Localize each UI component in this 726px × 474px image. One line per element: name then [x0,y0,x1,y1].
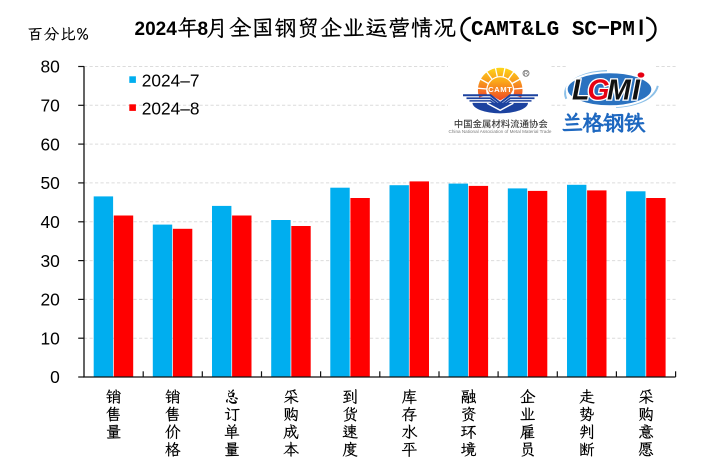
svg-text:80: 80 [40,57,59,77]
svg-text:G: G [588,75,610,107]
svg-text:20: 20 [40,290,59,310]
svg-text:8: 8 [198,19,209,40]
svg-text:30: 30 [40,251,59,271]
svg-text:I: I [632,75,641,107]
svg-text:70: 70 [40,96,59,116]
svg-text:CAMT&LG SC PM: CAMT&LG SC PM [471,19,635,42]
svg-text:2024: 2024 [135,19,178,40]
svg-text:R: R [524,71,529,78]
svg-text:60: 60 [40,134,59,154]
svg-text:M: M [607,75,632,107]
svg-text:40: 40 [40,212,59,232]
svg-text:50: 50 [40,173,59,193]
svg-text:10: 10 [40,328,59,348]
svg-text:L: L [572,75,589,107]
svg-text:China National Association of: China National Association of Metal Mate… [449,129,552,134]
svg-text:0: 0 [50,367,60,387]
svg-text:2024–8: 2024–8 [142,99,200,119]
svg-text:CAMT: CAMT [488,85,512,94]
svg-text:2024–7: 2024–7 [142,71,200,91]
